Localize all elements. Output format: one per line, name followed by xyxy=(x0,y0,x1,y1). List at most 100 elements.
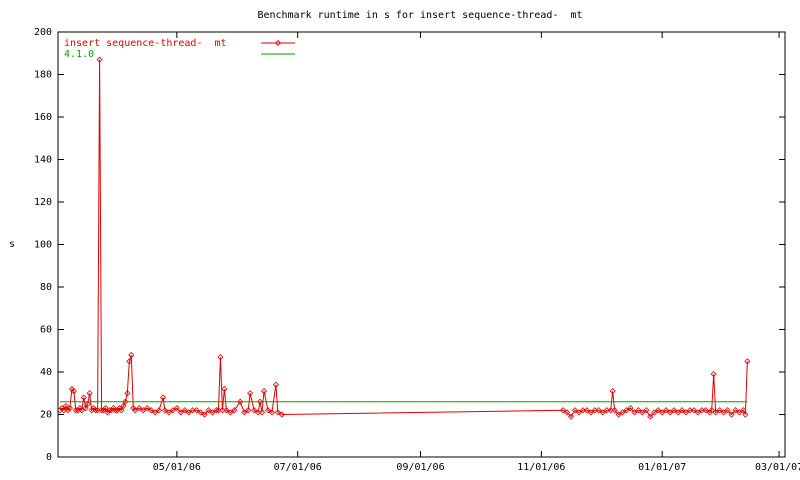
x-tick-label: 09/01/06 xyxy=(396,462,444,473)
point-marker xyxy=(205,407,212,414)
point-marker xyxy=(623,407,630,414)
point-marker xyxy=(742,411,749,418)
point-marker xyxy=(583,407,590,414)
chart-title: Benchmark runtime in s for insert sequen… xyxy=(257,10,582,21)
point-marker xyxy=(92,407,99,414)
point-marker xyxy=(219,407,226,414)
point-marker xyxy=(635,407,642,414)
y-axis-label: s xyxy=(9,239,15,250)
point-marker xyxy=(682,409,690,416)
point-marker xyxy=(151,409,159,416)
point-marker xyxy=(678,407,686,414)
point-marker xyxy=(603,407,610,414)
point-marker xyxy=(258,409,266,416)
point-marker xyxy=(740,407,747,414)
point-marker xyxy=(72,407,79,414)
point-marker xyxy=(231,407,238,414)
point-marker xyxy=(62,402,69,410)
point-marker xyxy=(651,409,658,416)
point-marker xyxy=(599,409,606,416)
point-marker xyxy=(132,407,139,414)
plot-frame xyxy=(57,31,786,458)
point-marker xyxy=(78,407,85,414)
point-marker xyxy=(690,407,697,414)
point-marker xyxy=(274,409,281,416)
point-marker xyxy=(647,413,654,420)
point-marker xyxy=(587,409,594,416)
point-marker xyxy=(671,407,678,414)
point-marker xyxy=(215,407,222,414)
point-marker xyxy=(148,407,155,414)
point-marker xyxy=(213,407,220,414)
x-tick-label: 01/01/07 xyxy=(638,462,686,473)
point-marker xyxy=(189,407,196,414)
x-tick-label: 03/01/07 xyxy=(755,462,800,473)
point-marker xyxy=(193,407,200,414)
point-marker xyxy=(631,409,638,416)
point-marker xyxy=(251,407,258,414)
point-marker xyxy=(708,407,715,414)
y-tick-label: 160 xyxy=(34,112,52,123)
point-marker xyxy=(80,394,87,401)
legend-label: 4.1.0 xyxy=(64,49,94,60)
point-marker xyxy=(106,407,113,414)
point-marker xyxy=(140,407,147,414)
point-marker xyxy=(260,388,268,395)
point-marker xyxy=(615,411,622,418)
point-marker xyxy=(272,381,279,388)
point-marker xyxy=(221,385,228,393)
y-tick-label: 20 xyxy=(40,410,52,421)
point-marker xyxy=(567,413,575,420)
point-marker xyxy=(575,409,583,416)
point-marker xyxy=(165,409,172,416)
legend: insert sequence-thread- mt4.1.0 xyxy=(64,38,295,60)
point-marker xyxy=(201,411,208,418)
point-marker xyxy=(120,402,127,410)
legend-label: insert sequence-thread- mt xyxy=(64,38,227,49)
point-marker xyxy=(247,390,254,397)
point-marker xyxy=(728,411,735,418)
point-marker xyxy=(197,409,204,416)
x-tick-label: 07/01/06 xyxy=(274,462,322,473)
point-marker xyxy=(128,351,135,359)
point-marker xyxy=(716,407,723,414)
point-marker xyxy=(217,354,224,361)
y-tick-label: 200 xyxy=(34,27,52,38)
y-tick-label: 180 xyxy=(34,70,52,81)
point-marker xyxy=(94,407,101,414)
point-marker xyxy=(609,388,616,395)
point-marker xyxy=(667,409,674,416)
point-marker xyxy=(181,407,188,414)
point-marker xyxy=(223,407,230,414)
point-marker xyxy=(155,407,163,414)
point-marker xyxy=(720,409,727,416)
x-tick-label: 05/01/06 xyxy=(153,462,201,473)
point-marker xyxy=(173,405,180,412)
point-marker xyxy=(82,405,89,412)
point-marker xyxy=(245,407,252,414)
point-marker xyxy=(268,409,276,416)
point-marker xyxy=(655,407,662,414)
point-marker xyxy=(102,405,109,412)
y-tick-label: 80 xyxy=(40,282,52,293)
y-tick-label: 140 xyxy=(34,155,52,166)
point-marker xyxy=(611,407,618,414)
legend-marker xyxy=(274,39,282,47)
point-marker xyxy=(643,407,650,414)
point-marker xyxy=(209,409,216,416)
point-marker xyxy=(159,394,167,401)
point-marker xyxy=(185,409,192,416)
point-marker xyxy=(674,409,682,416)
point-marker xyxy=(227,409,234,416)
point-marker xyxy=(595,407,602,414)
point-marker xyxy=(564,409,571,416)
point-marker xyxy=(241,409,248,416)
y-tick-label: 60 xyxy=(40,325,52,336)
point-marker xyxy=(112,407,119,414)
y-tick-label: 100 xyxy=(34,240,52,251)
point-marker xyxy=(136,405,143,412)
point-marker xyxy=(98,407,105,414)
point-marker xyxy=(144,405,151,412)
